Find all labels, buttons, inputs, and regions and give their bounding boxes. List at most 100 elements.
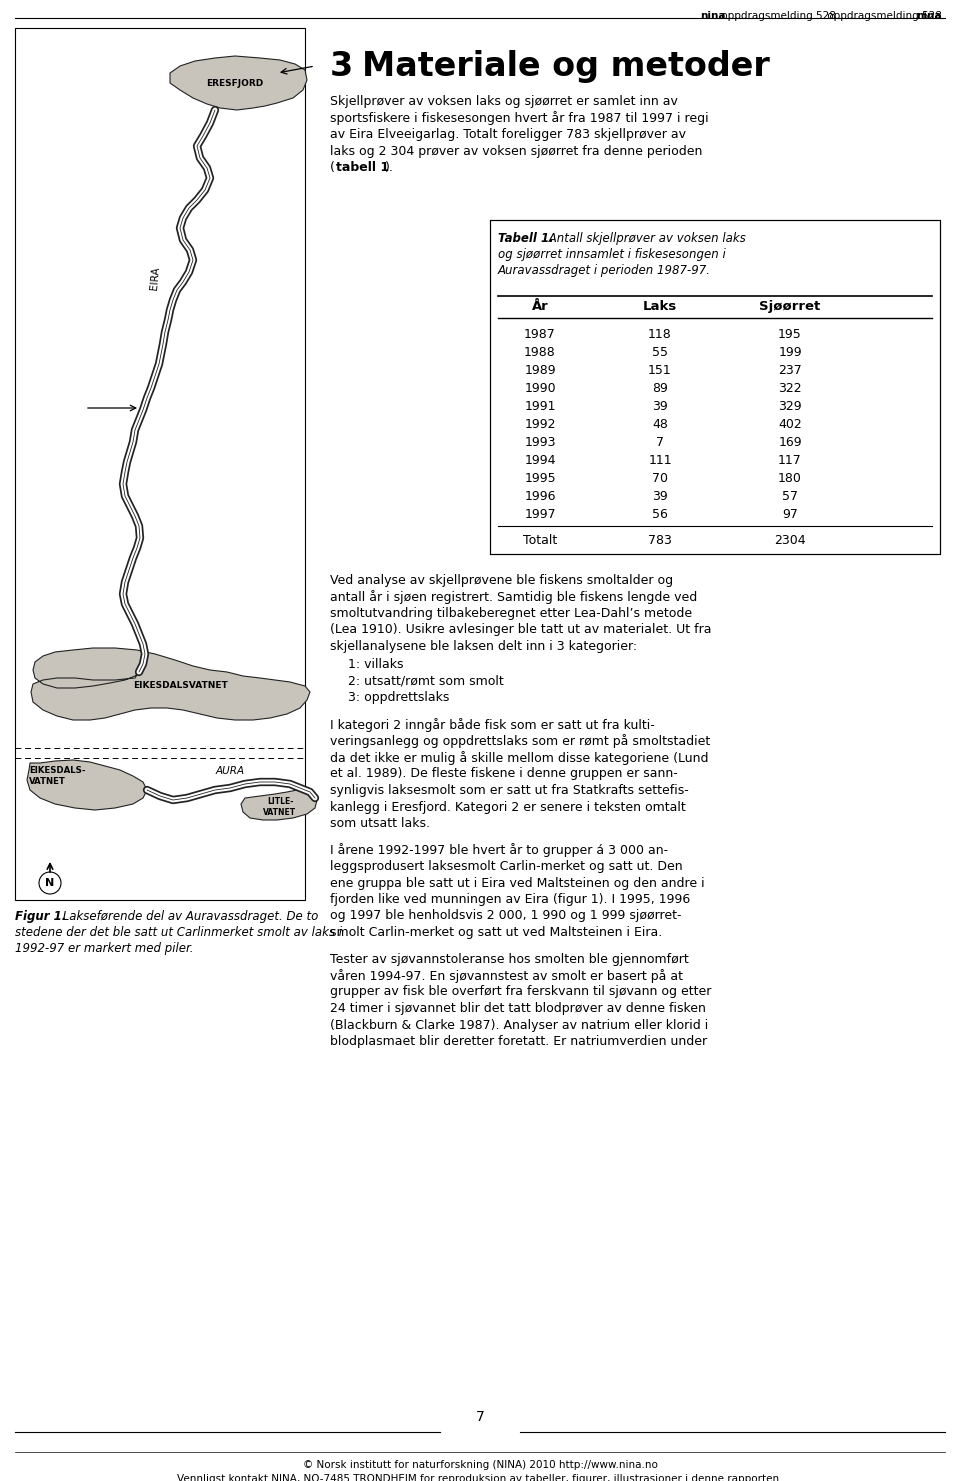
Text: (Blackburn & Clarke 1987). Analyser av natrium eller klorid i: (Blackburn & Clarke 1987). Analyser av n… xyxy=(330,1019,708,1031)
Text: 1995: 1995 xyxy=(524,472,556,484)
Polygon shape xyxy=(31,649,310,720)
Text: og sjøørret innsamlet i fiskesesongen i: og sjøørret innsamlet i fiskesesongen i xyxy=(498,247,726,261)
Text: 1990: 1990 xyxy=(524,382,556,395)
Text: 111: 111 xyxy=(648,455,672,467)
Text: 118: 118 xyxy=(648,327,672,341)
Text: leggsprodusert laksesmolt Carlin-merket og satt ut. Den: leggsprodusert laksesmolt Carlin-merket … xyxy=(330,860,683,872)
Text: 57: 57 xyxy=(782,490,798,504)
Text: I kategori 2 inngår både fisk som er satt ut fra kulti-: I kategori 2 inngår både fisk som er sat… xyxy=(330,718,655,732)
Text: 7: 7 xyxy=(656,435,664,449)
Text: 151: 151 xyxy=(648,364,672,378)
Text: 322: 322 xyxy=(779,382,802,395)
Text: 199: 199 xyxy=(779,347,802,358)
Text: 70: 70 xyxy=(652,472,668,484)
Text: laks og 2 304 prøver av voksen sjøørret fra denne perioden: laks og 2 304 prøver av voksen sjøørret … xyxy=(330,145,703,157)
Bar xyxy=(15,28,305,900)
Text: 329: 329 xyxy=(779,400,802,413)
Text: LITLE-
VATNET: LITLE- VATNET xyxy=(263,797,297,816)
Text: 195: 195 xyxy=(779,327,802,341)
Text: skjellanalysene ble laksen delt inn i 3 kategorier:: skjellanalysene ble laksen delt inn i 3 … xyxy=(330,640,637,653)
Text: ERESFJORD: ERESFJORD xyxy=(206,78,264,87)
Text: kanlegg i Eresfjord. Kategori 2 er senere i teksten omtalt: kanlegg i Eresfjord. Kategori 2 er sener… xyxy=(330,801,685,813)
Text: oppdragsmelding 528: oppdragsmelding 528 xyxy=(718,10,836,21)
Text: antall år i sjøen registrert. Samtidig ble fiskens lengde ved: antall år i sjøen registrert. Samtidig b… xyxy=(330,591,697,604)
Text: Antall skjellprøver av voksen laks: Antall skjellprøver av voksen laks xyxy=(545,233,746,244)
Text: 1996: 1996 xyxy=(524,490,556,504)
Text: 55: 55 xyxy=(652,347,668,358)
Text: EIKESDALS-
VATNET: EIKESDALS- VATNET xyxy=(29,766,85,786)
Text: 180: 180 xyxy=(778,472,802,484)
Text: Tabell 1.: Tabell 1. xyxy=(498,233,554,244)
Text: Materiale og metoder: Materiale og metoder xyxy=(362,50,770,83)
Text: da det ikke er mulig å skille mellom disse kategoriene (Lund: da det ikke er mulig å skille mellom dis… xyxy=(330,751,708,766)
Text: 1994: 1994 xyxy=(524,455,556,467)
Text: 2304: 2304 xyxy=(774,535,805,546)
Text: 1992-97 er markert med piler.: 1992-97 er markert med piler. xyxy=(15,942,194,955)
Text: oppdragsmelding 528: oppdragsmelding 528 xyxy=(824,10,942,21)
Text: Skjellprøver av voksen laks og sjøørret er samlet inn av: Skjellprøver av voksen laks og sjøørret … xyxy=(330,95,678,108)
Polygon shape xyxy=(241,789,317,820)
Text: ene gruppa ble satt ut i Eira ved Maltsteinen og den andre i: ene gruppa ble satt ut i Eira ved Maltst… xyxy=(330,877,705,890)
Text: 169: 169 xyxy=(779,435,802,449)
Text: 1: villaks: 1: villaks xyxy=(348,659,403,671)
Text: 89: 89 xyxy=(652,382,668,395)
Text: Tester av sjøvannstoleranse hos smolten ble gjennomført: Tester av sjøvannstoleranse hos smolten … xyxy=(330,952,688,966)
Text: og 1997 ble henholdsvis 2 000, 1 990 og 1 999 sjøørret-: og 1997 ble henholdsvis 2 000, 1 990 og … xyxy=(330,909,682,923)
Bar xyxy=(490,221,940,554)
Text: tabell 1: tabell 1 xyxy=(336,161,389,173)
Text: 783: 783 xyxy=(648,535,672,546)
Text: 1989: 1989 xyxy=(524,364,556,378)
Text: et al. 1989). De fleste fiskene i denne gruppen er sann-: et al. 1989). De fleste fiskene i denne … xyxy=(330,767,678,780)
Text: 3: 3 xyxy=(330,50,353,83)
Polygon shape xyxy=(27,760,147,810)
Text: nina: nina xyxy=(917,10,942,21)
Text: Figur 1.: Figur 1. xyxy=(15,909,66,923)
Text: © Norsk institutt for naturforskning (NINA) 2010 http://www.nina.no: © Norsk institutt for naturforskning (NI… xyxy=(302,1460,658,1471)
Text: 237: 237 xyxy=(779,364,802,378)
Text: 2: utsatt/rømt som smolt: 2: utsatt/rømt som smolt xyxy=(348,675,504,689)
Text: 402: 402 xyxy=(779,418,802,431)
Text: blodplasmaet blir deretter foretatt. Er natriumverdien under: blodplasmaet blir deretter foretatt. Er … xyxy=(330,1035,708,1049)
Text: 39: 39 xyxy=(652,400,668,413)
Text: 3: oppdrettslaks: 3: oppdrettslaks xyxy=(348,692,449,705)
Text: 7: 7 xyxy=(475,1410,485,1425)
Text: (: ( xyxy=(330,161,335,173)
Text: Auravassdraget i perioden 1987-97.: Auravassdraget i perioden 1987-97. xyxy=(498,264,711,277)
Text: synligvis laksesmolt som er satt ut fra Statkrafts settefis-: synligvis laksesmolt som er satt ut fra … xyxy=(330,783,688,797)
Text: sportsfiskere i fiskesesongen hvert år fra 1987 til 1997 i regi: sportsfiskere i fiskesesongen hvert år f… xyxy=(330,111,708,126)
Text: Vennligst kontakt NINA, NO-7485 TRONDHEIM for reproduksjon av tabeller, figurer,: Vennligst kontakt NINA, NO-7485 TRONDHEI… xyxy=(178,1474,782,1481)
Text: 1987: 1987 xyxy=(524,327,556,341)
Bar xyxy=(490,221,940,554)
Text: stedene der det ble satt ut Carlinmerket smolt av laks i: stedene der det ble satt ut Carlinmerket… xyxy=(15,926,342,939)
Text: grupper av fisk ble overført fra ferskvann til sjøvann og etter: grupper av fisk ble overført fra ferskva… xyxy=(330,985,711,998)
Text: 56: 56 xyxy=(652,508,668,521)
Text: smolt Carlin-merket og satt ut ved Maltsteinen i Eira.: smolt Carlin-merket og satt ut ved Malts… xyxy=(330,926,662,939)
Text: N: N xyxy=(45,878,55,889)
Text: 1997: 1997 xyxy=(524,508,556,521)
Text: 117: 117 xyxy=(779,455,802,467)
Text: 1992: 1992 xyxy=(524,418,556,431)
Text: veringsanlegg og oppdrettslaks som er rømt på smoltstadiet: veringsanlegg og oppdrettslaks som er rø… xyxy=(330,735,710,748)
Text: som utsatt laks.: som utsatt laks. xyxy=(330,818,430,829)
Text: Laks: Laks xyxy=(643,301,677,312)
Text: (Lea 1910). Usikre avlesinger ble tatt ut av materialet. Ut fra: (Lea 1910). Usikre avlesinger ble tatt u… xyxy=(330,624,711,637)
Text: EIKESDALSVATNET: EIKESDALSVATNET xyxy=(132,681,228,690)
Text: nina: nina xyxy=(700,10,726,21)
Text: ).: ). xyxy=(385,161,394,173)
Text: 39: 39 xyxy=(652,490,668,504)
Text: I årene 1992-1997 ble hvert år to grupper á 3 000 an-: I årene 1992-1997 ble hvert år to gruppe… xyxy=(330,844,668,857)
Text: Ved analyse av skjellprøvene ble fiskens smoltalder og: Ved analyse av skjellprøvene ble fiskens… xyxy=(330,575,673,586)
Text: 97: 97 xyxy=(782,508,798,521)
Text: smoltutvandring tilbakeberegnet etter Lea-Dahl’s metode: smoltutvandring tilbakeberegnet etter Le… xyxy=(330,607,692,621)
Text: av Eira Elveeigarlag. Totalt foreligger 783 skjellprøver av: av Eira Elveeigarlag. Totalt foreligger … xyxy=(330,127,686,141)
Text: fjorden like ved munningen av Eira (figur 1). I 1995, 1996: fjorden like ved munningen av Eira (figu… xyxy=(330,893,690,906)
Text: Sjøørret: Sjøørret xyxy=(759,301,821,312)
Text: 1991: 1991 xyxy=(524,400,556,413)
Polygon shape xyxy=(170,56,307,110)
Text: Totalt: Totalt xyxy=(523,535,557,546)
Text: 1988: 1988 xyxy=(524,347,556,358)
Text: 1993: 1993 xyxy=(524,435,556,449)
Text: 48: 48 xyxy=(652,418,668,431)
Text: EIRA: EIRA xyxy=(149,267,161,290)
Text: Lakseførende del av Auravassdraget. De to: Lakseførende del av Auravassdraget. De t… xyxy=(59,909,319,923)
